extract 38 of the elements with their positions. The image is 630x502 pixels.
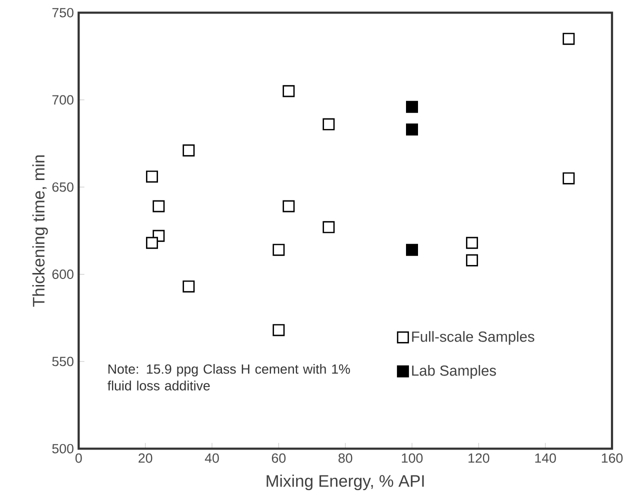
y-tick-label: 700 (52, 95, 74, 105)
x-axis-title: Mixing Energy, % API (266, 474, 424, 490)
point (146, 236, 158, 249)
point (182, 144, 195, 156)
point (466, 236, 478, 249)
point (152, 200, 165, 212)
point (282, 200, 295, 212)
x-tick-label: 160 (602, 453, 623, 463)
x-tick-label: 80 (338, 453, 352, 463)
x-tick-label: 40 (204, 453, 219, 463)
y-tick-label: 550 (52, 356, 74, 366)
x-tick-label: 0 (75, 453, 82, 463)
legend-label: Full-scale Samples (412, 331, 534, 345)
point (322, 118, 335, 130)
x-tick-label: 120 (468, 453, 490, 463)
point (182, 280, 195, 292)
point (406, 124, 418, 136)
x-tick-label: 60 (272, 453, 286, 463)
y-tick-label: 750 (52, 8, 74, 18)
y-tick-label: 500 (52, 444, 74, 454)
point (146, 170, 158, 183)
y-tick-label: 600 (52, 270, 74, 279)
point (272, 244, 285, 256)
x-tick-label: 140 (535, 453, 556, 463)
point (272, 324, 285, 336)
point (282, 85, 295, 98)
y-axis-title: Thickening time, min (32, 155, 48, 307)
point (406, 244, 418, 256)
annotation: Note: 15.9 ppg Class H cement with 1% fluid loss additive (108, 364, 350, 390)
y-tick-label: 650 (52, 182, 74, 192)
x-tick-label: 20 (138, 453, 152, 463)
legend-label: Lab Samples (412, 365, 496, 379)
point (322, 221, 335, 234)
x-tick-label: 100 (402, 453, 423, 463)
point (562, 32, 575, 45)
point (562, 172, 575, 184)
point (466, 254, 478, 266)
point (406, 100, 418, 113)
